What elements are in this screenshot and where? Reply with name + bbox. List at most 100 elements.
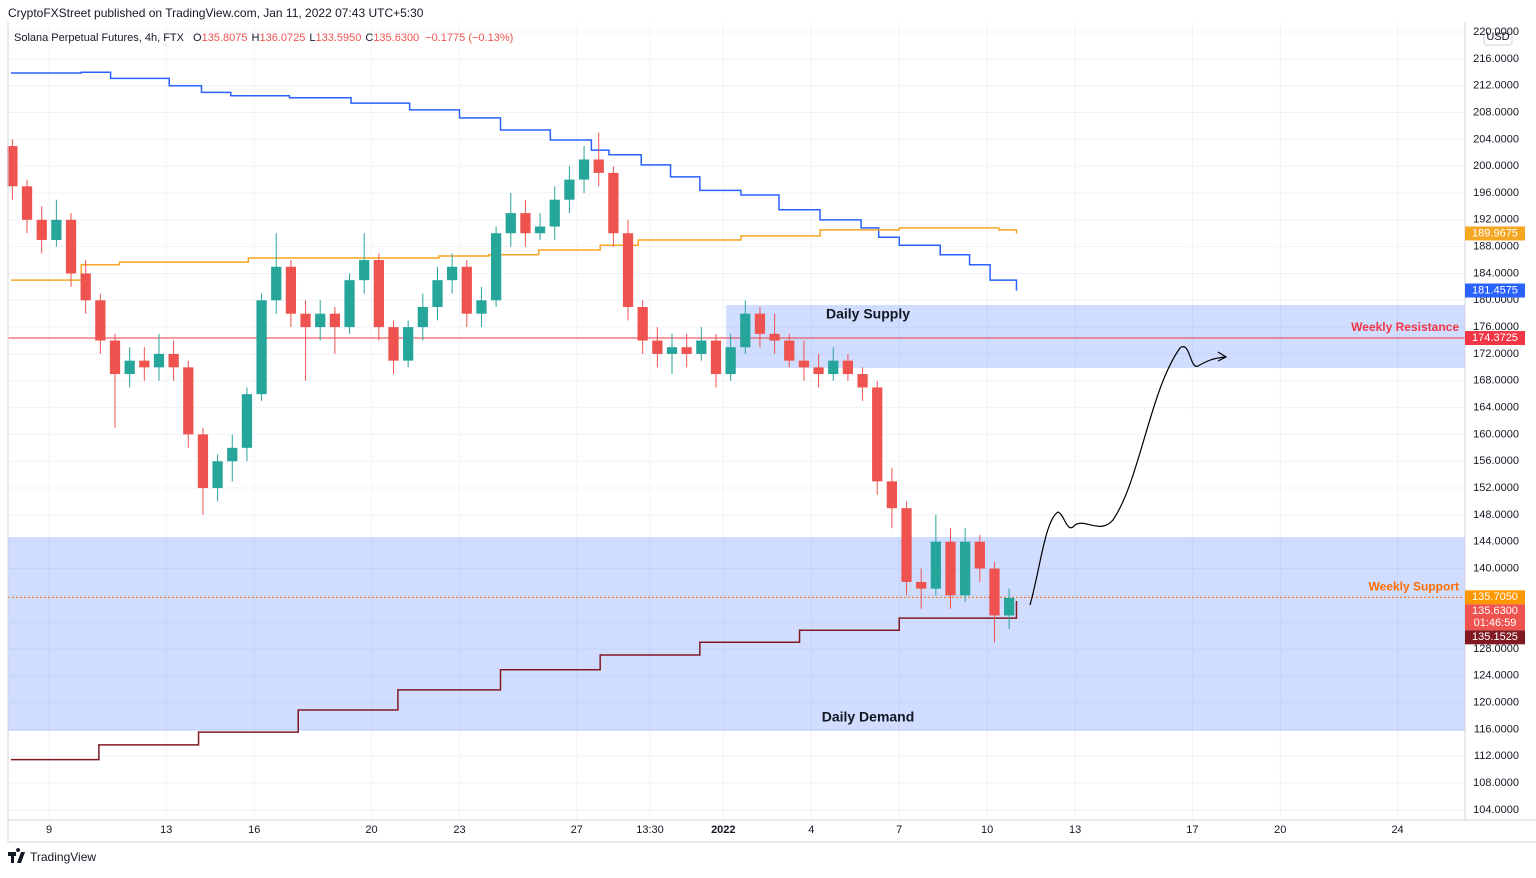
candle-body xyxy=(886,481,898,509)
y-tick-label: 128.0000 xyxy=(1473,643,1519,655)
candle-body xyxy=(227,447,238,462)
y-tick-label: 176.0000 xyxy=(1473,321,1519,333)
candle-body xyxy=(344,280,355,328)
y-tick-label: 196.0000 xyxy=(1473,187,1519,199)
y-tick-label: 192.0000 xyxy=(1473,214,1519,226)
candle-body xyxy=(476,300,487,314)
symbol: Solana Perpetual Futures, 4h, FTX xyxy=(14,32,185,44)
candle-body xyxy=(1004,597,1015,616)
ohlc-value: 135.6300 xyxy=(373,32,419,44)
candle-body xyxy=(139,360,150,368)
ohlc-label: O xyxy=(193,32,202,44)
candle-body xyxy=(798,360,810,368)
projection-path xyxy=(1029,346,1227,606)
ohlc-label: L xyxy=(309,32,315,44)
candle-body xyxy=(696,340,707,354)
y-tick-label: 144.0000 xyxy=(1473,536,1519,548)
candle-body xyxy=(359,260,370,281)
y-tick-label: 112.0000 xyxy=(1474,750,1519,762)
y-tick-label: 204.0000 xyxy=(1473,133,1519,145)
candle-body xyxy=(520,213,531,234)
change: −0.1775 (−0.13%) xyxy=(425,32,513,44)
y-tick-label: 108.0000 xyxy=(1473,777,1519,789)
level-label: Weekly Resistance xyxy=(1351,320,1459,334)
price-tag-label: 181.4575 xyxy=(1472,284,1518,296)
candle-body xyxy=(505,213,516,234)
candle-body xyxy=(285,266,297,314)
publisher: CryptoFXStreet published on TradingView.… xyxy=(8,6,424,20)
candle-body xyxy=(549,199,560,227)
x-tick-label: 20 xyxy=(1274,824,1286,836)
candle-body xyxy=(124,360,135,375)
y-tick-label: 208.0000 xyxy=(1473,106,1519,118)
candle-body xyxy=(388,327,399,361)
candle-body xyxy=(329,313,341,328)
x-tick-label: 7 xyxy=(896,824,902,836)
candle-body xyxy=(51,219,62,240)
candle-body xyxy=(784,340,795,361)
y-tick-label: 200.0000 xyxy=(1473,160,1519,172)
candle-body xyxy=(564,179,575,200)
legend: Solana Perpetual Futures, 4h, FTX O135.8… xyxy=(14,32,513,44)
price-tag-label: 189.9675 xyxy=(1472,227,1518,239)
y-tick-label: 168.0000 xyxy=(1473,375,1519,387)
y-tick-label: 140.0000 xyxy=(1473,562,1519,574)
price-tag xyxy=(1465,590,1525,605)
candle-body xyxy=(403,327,414,361)
x-tick-label: 27 xyxy=(571,824,583,836)
y-tick-label: 156.0000 xyxy=(1473,455,1519,467)
candle-body xyxy=(212,461,223,489)
x-tick-label: 13 xyxy=(160,824,172,836)
candle-body xyxy=(36,219,47,240)
candle-body xyxy=(872,387,883,482)
x-tick-label: 16 xyxy=(248,824,260,836)
candle-body xyxy=(769,333,780,341)
y-tick-label: 160.0000 xyxy=(1473,428,1519,440)
ohlc-label: C xyxy=(365,32,373,44)
candle-body xyxy=(828,360,839,375)
y-tick-label: 172.0000 xyxy=(1473,348,1519,360)
y-tick-label: 148.0000 xyxy=(1473,509,1519,521)
y-tick-label: 124.0000 xyxy=(1473,670,1519,682)
candle-body xyxy=(857,374,868,388)
price-tag xyxy=(1465,630,1525,645)
candle-body xyxy=(461,266,472,314)
y-tick-label: 104.0000 xyxy=(1473,804,1519,816)
zone-label: Daily Demand xyxy=(822,709,915,725)
candle-body xyxy=(315,313,326,328)
projection-arrow xyxy=(1217,351,1228,362)
price-tag xyxy=(1465,283,1525,298)
candle-body xyxy=(168,353,179,368)
candle-body xyxy=(432,280,443,307)
zone xyxy=(726,304,1465,369)
candle-body xyxy=(534,226,546,234)
x-tick-label: 10 xyxy=(981,824,993,836)
candle-body xyxy=(754,313,766,334)
candle-body xyxy=(80,273,91,301)
y-tick-label: 184.0000 xyxy=(1473,267,1519,279)
candle-body xyxy=(960,541,971,596)
candle-body xyxy=(740,313,751,348)
x-tick-label: 13:30 xyxy=(636,824,664,836)
y-tick-label: 164.0000 xyxy=(1473,401,1519,413)
candle-body xyxy=(710,340,722,375)
candle-body xyxy=(637,307,648,341)
candle-body xyxy=(95,300,106,341)
candle-body xyxy=(447,266,458,281)
candle-body xyxy=(21,186,33,220)
x-tick-label: 20 xyxy=(365,824,377,836)
countdown: 01:46:59 xyxy=(1474,617,1517,629)
indicator-line xyxy=(10,71,1018,291)
candle-body xyxy=(65,219,77,274)
y-tick-label: 116.0000 xyxy=(1474,723,1519,735)
candle-body xyxy=(256,300,267,395)
price-tag-label: 174.3725 xyxy=(1472,332,1518,344)
y-tick-label: 216.0000 xyxy=(1473,53,1519,65)
price-tag xyxy=(1465,604,1525,631)
candle-body xyxy=(945,541,956,596)
candle-body xyxy=(930,541,941,589)
candle-body xyxy=(842,360,854,375)
candle-body xyxy=(109,340,121,375)
x-tick-label: 17 xyxy=(1186,824,1198,836)
indicator-line xyxy=(10,227,1018,281)
